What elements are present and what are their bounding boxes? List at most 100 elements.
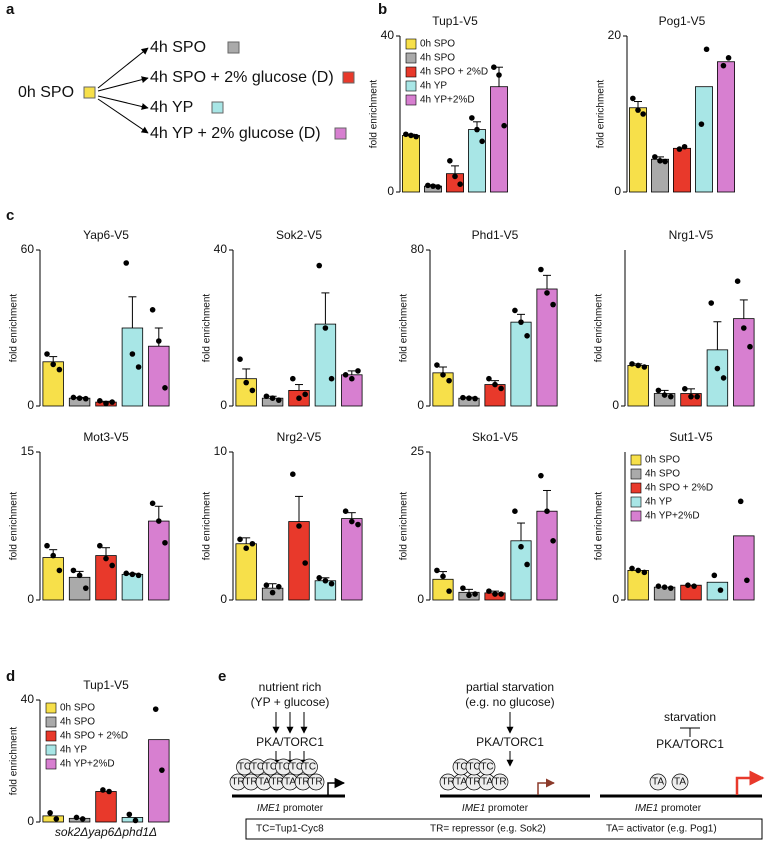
y-tick-label: 10 [214, 444, 228, 458]
protein [491, 773, 509, 791]
replicate-point [302, 560, 308, 566]
legend-label: 4h SPO [60, 717, 95, 728]
legend-label: 4h SPO + 2%D [420, 67, 488, 78]
legend-label: 4h SPO [645, 469, 680, 480]
replicate-point [316, 262, 323, 269]
tss-arrow [327, 777, 346, 795]
replicate-point [681, 143, 688, 150]
replicate-point [249, 540, 256, 547]
replicate-point [518, 319, 524, 325]
replicate-point [97, 398, 103, 404]
replicate-point [518, 543, 524, 550]
replicate-point [349, 375, 355, 382]
replicate-point [328, 580, 335, 587]
protein-label: TC [454, 762, 467, 773]
replicate-point [434, 567, 440, 574]
replicate-point [70, 394, 77, 401]
replicate-point [474, 126, 480, 133]
replicate-point [263, 582, 270, 588]
y-tick-label: 0 [27, 814, 34, 828]
replicate-point [447, 158, 453, 164]
replicate-point [435, 184, 441, 190]
arrow [97, 76, 149, 92]
condition: 4h SPO [150, 39, 206, 56]
replicate-point [524, 333, 530, 339]
protein-label: TC [290, 762, 303, 773]
replicate-point [544, 290, 550, 296]
replicate-point [132, 817, 139, 824]
replicate-point [657, 158, 663, 164]
protein [307, 773, 325, 791]
legend-swatch [630, 510, 642, 522]
replicate-point [452, 173, 458, 180]
y-tick-label: 80 [411, 242, 425, 256]
protein-label: TA [284, 777, 296, 788]
panel-label: e [218, 668, 226, 685]
replicate-point [413, 133, 419, 140]
replicate-point [466, 395, 472, 402]
bar [314, 323, 337, 407]
protein-label: TA [652, 777, 664, 788]
protein-label: TA [455, 777, 467, 788]
bar [680, 584, 702, 601]
key-item: TR= repressor (e.g. Sok2) [430, 824, 546, 835]
chart-title: Sko1-V5 [472, 430, 518, 444]
replicate-point [720, 375, 727, 381]
bar [733, 535, 755, 601]
replicate-point [661, 392, 668, 398]
legend-swatch [405, 80, 417, 92]
bar [490, 86, 508, 193]
replicate-point [56, 567, 63, 574]
replicate-point [446, 377, 452, 384]
replicate-point [47, 810, 53, 816]
y-tick-label: 20 [608, 28, 622, 42]
replicate-point [661, 584, 668, 590]
panel-label: b [378, 1, 387, 18]
promoter-label: IME1 promoter [462, 803, 529, 814]
replicate-point [237, 536, 243, 543]
replicate-point [243, 545, 249, 551]
replicate-point [685, 582, 691, 588]
chart-title: Mot3-V5 [83, 430, 129, 444]
panel-label: c [6, 207, 14, 224]
replicate-point [162, 539, 168, 546]
replicate-point [472, 591, 478, 597]
replicate-point [355, 368, 361, 374]
protein-label: TA [674, 777, 686, 788]
replicate-point [486, 588, 492, 594]
replicate-point [123, 260, 130, 266]
replicate-point [538, 472, 544, 479]
protein-label: TR [270, 777, 283, 788]
replicate-point [635, 362, 641, 369]
protein-label: TR [441, 777, 454, 788]
key-box [245, 818, 763, 840]
promoter-label: IME1 promoter [635, 803, 702, 814]
replicate-point [135, 364, 142, 370]
replicate-point [162, 385, 168, 391]
replicate-point [237, 356, 243, 363]
bar [432, 372, 454, 407]
y-tick-label: 40 [381, 28, 395, 42]
replicate-point [498, 591, 504, 597]
condition: starvation [664, 710, 716, 724]
replicate-point [544, 508, 550, 514]
swatch [211, 101, 224, 114]
bar [42, 557, 64, 601]
bar [341, 518, 363, 601]
legend-swatch [405, 38, 417, 50]
panel-a: 0h SPO 4h SPO 4h SPO + 2% glucose (D) 4h… [18, 39, 355, 142]
replicate-point [512, 508, 518, 514]
bar [536, 510, 558, 601]
legend-label: 0h SPO [60, 703, 95, 714]
bar [68, 817, 91, 823]
panel-label: d [6, 668, 15, 685]
replicate-point [109, 399, 115, 405]
y-tick-label: 0 [614, 184, 621, 198]
condition: 4h YP + 2% glucose (D) [150, 125, 321, 142]
replicate-point [129, 351, 136, 357]
replicate-point [691, 583, 697, 589]
y-tick-label: 0 [612, 592, 619, 606]
replicate-point [641, 569, 648, 576]
replicate-point [667, 393, 674, 400]
replicate-point [711, 572, 718, 579]
